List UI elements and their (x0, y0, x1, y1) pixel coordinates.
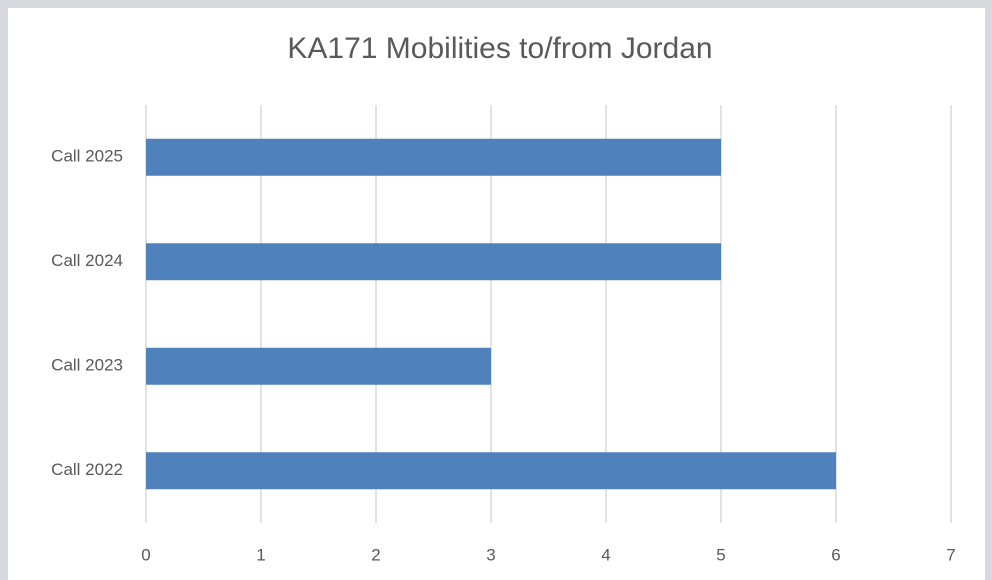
bar (146, 452, 836, 490)
x-tick-label: 2 (371, 545, 380, 564)
chart-area (8, 8, 985, 580)
y-tick-label: Call 2022 (51, 460, 123, 479)
y-tick-label: Call 2023 (51, 356, 123, 375)
x-tick-label: 4 (601, 545, 610, 564)
x-tick-label: 7 (946, 545, 955, 564)
x-tick-label: 5 (716, 545, 725, 564)
y-tick-label: Call 2025 (51, 147, 123, 166)
x-tick-label: 0 (141, 545, 150, 564)
x-tick-label: 3 (486, 545, 495, 564)
y-tick-label: Call 2024 (51, 251, 123, 270)
chart-title: KA171 Mobilities to/from Jordan (287, 32, 712, 65)
x-tick-label: 1 (256, 545, 265, 564)
x-tick-label: 6 (831, 545, 840, 564)
bar (146, 138, 721, 176)
bar (146, 243, 721, 281)
bar (146, 347, 491, 385)
